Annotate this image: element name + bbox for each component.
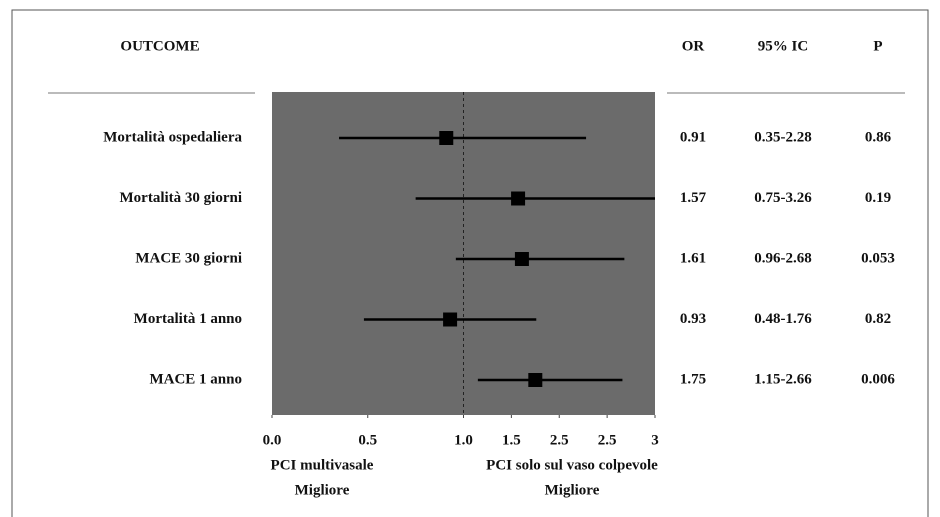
header-outcome: OUTCOME	[120, 38, 199, 54]
p-value: 0.19	[865, 190, 891, 206]
or-marker	[514, 252, 529, 266]
header-or: OR	[682, 38, 705, 54]
outcome-label: Mortalità 1 anno	[134, 311, 242, 327]
outcome-label: MACE 30 giorni	[135, 250, 242, 266]
or-value: 0.93	[680, 311, 706, 327]
header-p: P	[873, 38, 882, 54]
x-tick-label: 1.5	[502, 432, 521, 448]
frame	[11, 9, 929, 517]
x-tick-label: 0.5	[358, 432, 377, 448]
x-tick-label: 1.0	[454, 432, 473, 448]
ci-value: 0.48-1.76	[754, 311, 812, 327]
outcome-label: Mortalità ospedaliera	[103, 129, 242, 145]
outcome-label: MACE 1 anno	[149, 371, 242, 387]
p-value: 0.82	[865, 311, 891, 327]
or-value: 0.91	[680, 129, 706, 145]
p-value: 0.053	[861, 250, 895, 266]
outcome-label: Mortalità 30 giorni	[120, 190, 242, 206]
left-label: PCI multivasale	[271, 457, 374, 473]
or-marker	[443, 312, 458, 327]
ci-value: 0.35-2.28	[754, 129, 812, 145]
plot-clip	[339, 136, 655, 382]
ci-value: 0.75-3.26	[754, 190, 812, 206]
p-value: 0.86	[865, 129, 892, 145]
left-label: Migliore	[295, 482, 350, 498]
x-tick-label: 2.5	[550, 432, 569, 448]
or-marker	[439, 131, 454, 145]
ci-value: 1.15-2.66	[754, 371, 812, 387]
header-ci: 95% IC	[758, 38, 808, 54]
p-value: 0.006	[861, 371, 895, 387]
x-tick-label: 2.5	[598, 432, 617, 448]
or-value: 1.57	[680, 190, 707, 206]
or-marker	[511, 191, 526, 206]
right-label: PCI solo sul vaso colpevole	[486, 457, 658, 473]
or-marker	[528, 373, 543, 387]
or-value: 1.61	[680, 250, 706, 266]
right-label: Migliore	[545, 482, 600, 498]
x-tick-label: 3	[651, 432, 659, 448]
ci-value: 0.96-2.68	[754, 250, 812, 266]
plot-area	[272, 92, 655, 415]
or-value: 1.75	[680, 371, 706, 387]
x-tick-label: 0.0	[263, 432, 282, 448]
